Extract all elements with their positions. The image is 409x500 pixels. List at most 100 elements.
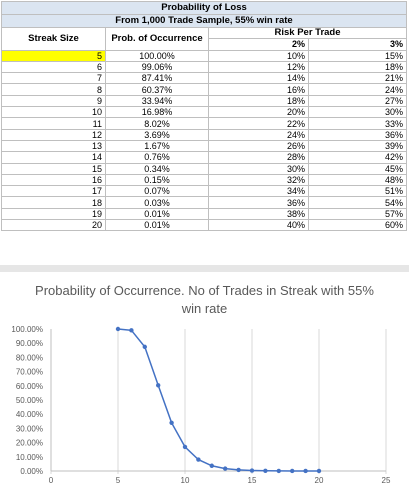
table-row: 14 0.76% 28% 42%	[1, 151, 408, 164]
data-point	[276, 468, 281, 474]
header-risk-3[interactable]: 3%	[307, 38, 408, 51]
cell-prob[interactable]: 99.06%	[105, 60, 209, 74]
data-point	[156, 383, 161, 388]
cell-risk-3[interactable]: 45%	[307, 162, 408, 175]
cell-risk-3[interactable]: 15%	[307, 49, 408, 62]
cell-risk-3[interactable]: 60%	[307, 219, 408, 232]
cell-streak[interactable]: 7	[1, 72, 106, 85]
cell-prob[interactable]: 0.01%	[105, 207, 209, 221]
cell-risk-3[interactable]: 33%	[307, 117, 408, 130]
table-subtitle[interactable]: From 1,000 Trade Sample, 55% win rate	[0, 14, 408, 28]
cell-streak[interactable]: 18	[1, 196, 106, 209]
cell-risk-3[interactable]: 54%	[307, 196, 408, 209]
probability-table: Probability of Loss From 1,000 Trade Sam…	[0, 1, 408, 232]
cell-risk-2[interactable]: 18%	[208, 94, 309, 108]
x-tick-label: 15	[248, 476, 257, 485]
cell-prob[interactable]: 33.94%	[105, 94, 209, 108]
cell-risk-2[interactable]: 28%	[208, 151, 309, 164]
table-row: 15 0.34% 30% 45%	[1, 162, 408, 175]
sheet-gap	[0, 265, 409, 272]
cell-prob[interactable]: 3.69%	[105, 128, 209, 141]
cell-risk-3[interactable]: 39%	[307, 139, 408, 153]
cell-streak[interactable]: 5	[1, 49, 106, 62]
x-tick-label: 5	[116, 476, 121, 485]
data-point	[223, 466, 228, 471]
x-tick-label: 25	[382, 476, 391, 485]
cell-prob[interactable]: 0.07%	[105, 185, 209, 198]
cell-risk-2[interactable]: 38%	[208, 207, 309, 221]
y-tick-label: 0.00%	[20, 467, 43, 476]
cell-risk-2[interactable]: 22%	[208, 117, 309, 130]
cell-streak[interactable]: 13	[1, 139, 106, 153]
cell-risk-2[interactable]: 20%	[208, 106, 309, 119]
cell-risk-3[interactable]: 48%	[307, 173, 408, 187]
cell-streak[interactable]: 10	[1, 106, 106, 119]
cell-risk-2[interactable]: 40%	[208, 219, 309, 232]
cell-risk-3[interactable]: 51%	[307, 185, 408, 198]
cell-risk-3[interactable]: 18%	[307, 60, 408, 74]
header-streak-size[interactable]: Streak Size	[1, 27, 106, 51]
cell-prob[interactable]: 0.01%	[105, 219, 209, 232]
cell-risk-3[interactable]: 42%	[307, 151, 408, 164]
cell-risk-2[interactable]: 34%	[208, 185, 309, 198]
cell-prob[interactable]: 100.00%	[105, 49, 209, 62]
header-risk-2[interactable]: 2%	[208, 38, 309, 51]
table-row: 16 0.15% 32% 48%	[1, 173, 408, 187]
cell-risk-2[interactable]: 30%	[208, 162, 309, 175]
data-point	[303, 468, 308, 474]
cell-streak[interactable]: 11	[1, 117, 106, 130]
cell-risk-2[interactable]: 16%	[208, 83, 309, 96]
cell-prob[interactable]: 87.41%	[105, 72, 209, 85]
cell-streak[interactable]: 15	[1, 162, 106, 175]
y-tick-label: 100.00%	[11, 325, 43, 334]
chart-title: Probability of Occurrence. No of Trades …	[35, 283, 374, 316]
cell-risk-2[interactable]: 12%	[208, 60, 309, 74]
cell-streak[interactable]: 14	[1, 151, 106, 164]
cell-streak[interactable]: 8	[1, 83, 106, 96]
cell-prob[interactable]: 0.76%	[105, 151, 209, 164]
cell-prob[interactable]: 0.03%	[105, 196, 209, 209]
cell-prob[interactable]: 1.67%	[105, 139, 209, 153]
table-row: 13 1.67% 26% 39%	[1, 139, 408, 153]
chart-area[interactable]: 0.00% 10.00% 20.00% 30.00% 40.00% 50.00% 60.00…	[0, 272, 409, 500]
cell-risk-3[interactable]: 24%	[307, 83, 408, 96]
cell-prob[interactable]: 0.34%	[105, 162, 209, 175]
cell-risk-2[interactable]: 14%	[208, 72, 309, 85]
cell-risk-3[interactable]: 57%	[307, 207, 408, 221]
header-prob-occurrence[interactable]: Prob. of Occurrence	[105, 27, 209, 51]
y-tick-label: 60.00%	[16, 382, 43, 391]
cell-risk-3[interactable]: 21%	[307, 72, 408, 85]
cell-streak[interactable]: 12	[1, 128, 106, 141]
data-point	[209, 463, 214, 468]
table-title-row-2: From 1,000 Trade Sample, 55% win rate	[0, 14, 408, 28]
header-risk-per-trade[interactable]: Risk Per Trade	[207, 26, 408, 40]
cell-risk-3[interactable]: 30%	[307, 106, 408, 119]
cell-streak[interactable]: 20	[1, 219, 106, 232]
cell-risk-2[interactable]: 10%	[208, 49, 309, 62]
table-row: 20 0.01% 40% 60%	[1, 219, 408, 232]
y-tick-label: 40.00%	[16, 410, 43, 419]
cell-risk-2[interactable]: 32%	[208, 173, 309, 187]
cell-risk-3[interactable]: 36%	[307, 128, 408, 141]
cell-risk-2[interactable]: 24%	[208, 128, 309, 141]
chart-plot: 0.00% 10.00% 20.00% 30.00% 40.00% 50.00% 60.00…	[11, 325, 391, 485]
cell-streak[interactable]: 16	[1, 173, 106, 187]
table-title-row-1: Probability of Loss	[0, 1, 408, 15]
header-row: Streak Size Prob. of Occurrence Risk Per…	[1, 26, 408, 51]
table-row: 19 0.01% 38% 57%	[1, 207, 408, 221]
cell-risk-2[interactable]: 26%	[208, 139, 309, 153]
cell-streak[interactable]: 9	[1, 94, 106, 108]
data-point	[142, 344, 147, 350]
cell-risk-3[interactable]: 27%	[307, 94, 408, 108]
table-title[interactable]: Probability of Loss	[0, 1, 408, 15]
cell-prob[interactable]: 8.02%	[105, 117, 209, 130]
cell-prob[interactable]: 60.37%	[105, 83, 209, 96]
cell-streak[interactable]: 17	[1, 185, 106, 198]
cell-streak[interactable]: 6	[1, 60, 106, 74]
cell-risk-2[interactable]: 36%	[208, 196, 309, 209]
cell-prob[interactable]: 0.15%	[105, 173, 209, 187]
x-tick-label: 0	[49, 476, 54, 485]
cell-prob[interactable]: 16.98%	[105, 106, 209, 119]
table-row: 12 3.69% 24% 36%	[1, 128, 408, 141]
cell-streak[interactable]: 19	[1, 207, 106, 221]
